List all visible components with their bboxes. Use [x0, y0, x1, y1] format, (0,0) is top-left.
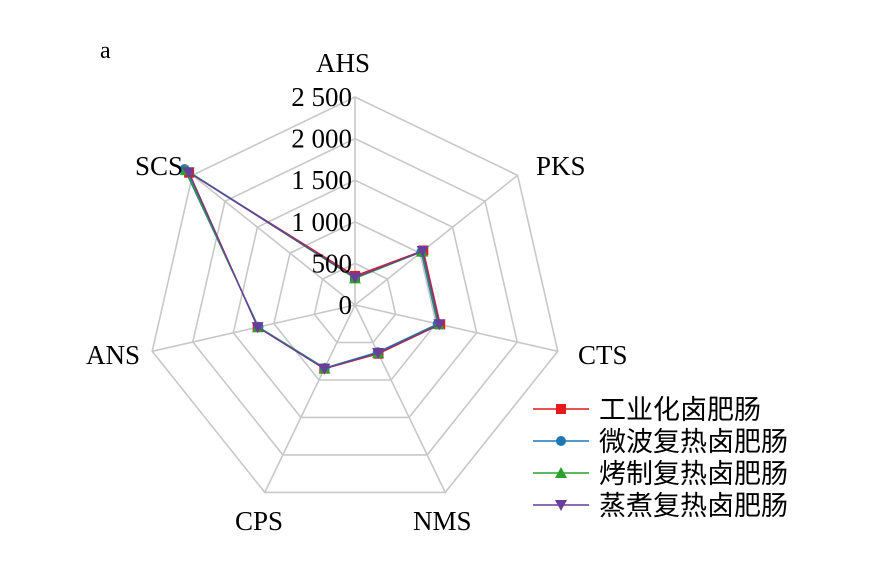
spoke-cts [354, 304, 558, 353]
legend-item-3: 烤制复热卤肥肠 [533, 459, 788, 489]
series-4-point-scs [182, 167, 195, 179]
tick-label-1000: 1 000 [291, 207, 352, 237]
legend-label-2: 微波复热卤肥肠 [599, 427, 788, 457]
legend-item-4: 蒸煮复热卤肥肠 [533, 491, 788, 521]
radar-spokes [152, 97, 558, 493]
legend-marker-1 [556, 404, 566, 414]
spoke-pks [354, 174, 519, 306]
series-4 [182, 167, 446, 375]
axis-labels: AHS PKS CTS NMS CPS ANS SCS [86, 48, 628, 536]
spoke-scs [191, 174, 356, 306]
legend-item-1: 工业化卤肥肠 [533, 395, 761, 425]
axis-label-ans: ANS [86, 340, 140, 370]
legend-item-2: 微波复热卤肥肠 [533, 427, 788, 457]
grid-ring-4 [191, 137, 519, 456]
grid-ring-3 [232, 179, 478, 419]
series-4-point-cts [433, 319, 446, 331]
series-4-line [186, 170, 441, 370]
series-4-point-cps [318, 363, 331, 375]
axis-label-nms: NMS [413, 506, 472, 536]
legend-marker-3 [555, 467, 567, 478]
axis-label-ahs: AHS [316, 48, 370, 78]
series-4-point-nms [372, 347, 385, 359]
tick-label-2500: 2 500 [291, 82, 352, 112]
panel-label: a [100, 38, 111, 64]
axis-label-cts: CTS [578, 340, 628, 370]
axis-label-cps: CPS [235, 506, 283, 536]
series-4-point-ans [251, 322, 264, 334]
tick-label-500: 500 [312, 248, 353, 278]
legend-label-4: 蒸煮复热卤肥肠 [599, 491, 788, 521]
legend-label-1: 工业化卤肥肠 [599, 395, 761, 425]
grid-ring-2 [273, 220, 437, 381]
grid-ring-5 [151, 96, 559, 494]
axis-label-scs: SCS [135, 151, 183, 181]
tick-label-0: 0 [339, 290, 353, 320]
legend-marker-4 [555, 500, 567, 511]
spoke-nms [354, 304, 446, 493]
axis-label-pks: PKS [536, 151, 586, 181]
tick-label-1500: 1 500 [291, 165, 352, 195]
series-4-point-pks [416, 246, 429, 258]
legend-label-3: 烤制复热卤肥肠 [599, 459, 788, 489]
grid-ring-1 [313, 262, 397, 344]
spoke-cps [264, 304, 356, 493]
tick-labels: 0 500 1 000 1 500 2 000 2 500 [291, 82, 352, 320]
series-layer [179, 164, 446, 375]
tick-label-2000: 2 000 [291, 124, 352, 154]
radar-grid [151, 96, 559, 494]
legend-marker-2 [556, 436, 566, 446]
series-4-point-ahs [349, 272, 361, 284]
